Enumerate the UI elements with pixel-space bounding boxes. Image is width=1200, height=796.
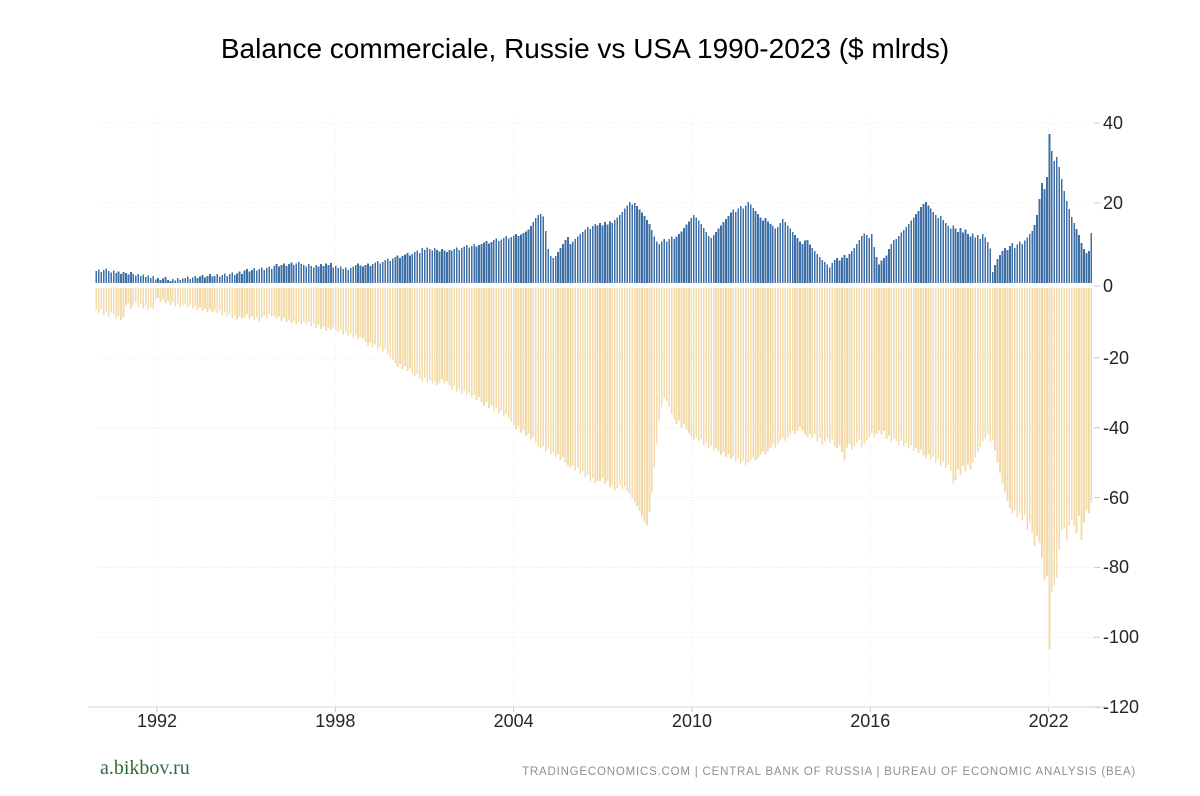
x-tick-label: 1998	[315, 711, 356, 731]
y-tick-label: -40	[1103, 417, 1130, 438]
y-tick-label: 40	[1103, 113, 1124, 133]
source-attribution: TRADINGECONOMICS.COM | CENTRAL BANK OF R…	[522, 766, 1136, 778]
bar-series	[95, 134, 1093, 283]
y-tick-label: -100	[1103, 627, 1140, 648]
y-tick-label: -60	[1103, 487, 1130, 508]
y-tick-label: -20	[1103, 347, 1130, 368]
x-tick-label: 2004	[493, 711, 534, 731]
y-tick-label: 20	[1103, 193, 1124, 213]
y-tick-label: 0	[1103, 276, 1114, 296]
bar-series	[95, 288, 1093, 650]
x-tick-label: 2010	[671, 711, 712, 731]
chart-title: Balance commerciale, Russie vs USA 1990-…	[220, 33, 950, 64]
x-tick-label: 1992	[136, 711, 178, 731]
y-tick-label: -80	[1103, 557, 1130, 578]
y-tick-label: -120	[1103, 697, 1140, 718]
x-tick-label: 2016	[850, 711, 891, 731]
watermark-text: a.bikbov.ru	[100, 757, 190, 779]
x-tick-label: 2022	[1028, 711, 1069, 731]
